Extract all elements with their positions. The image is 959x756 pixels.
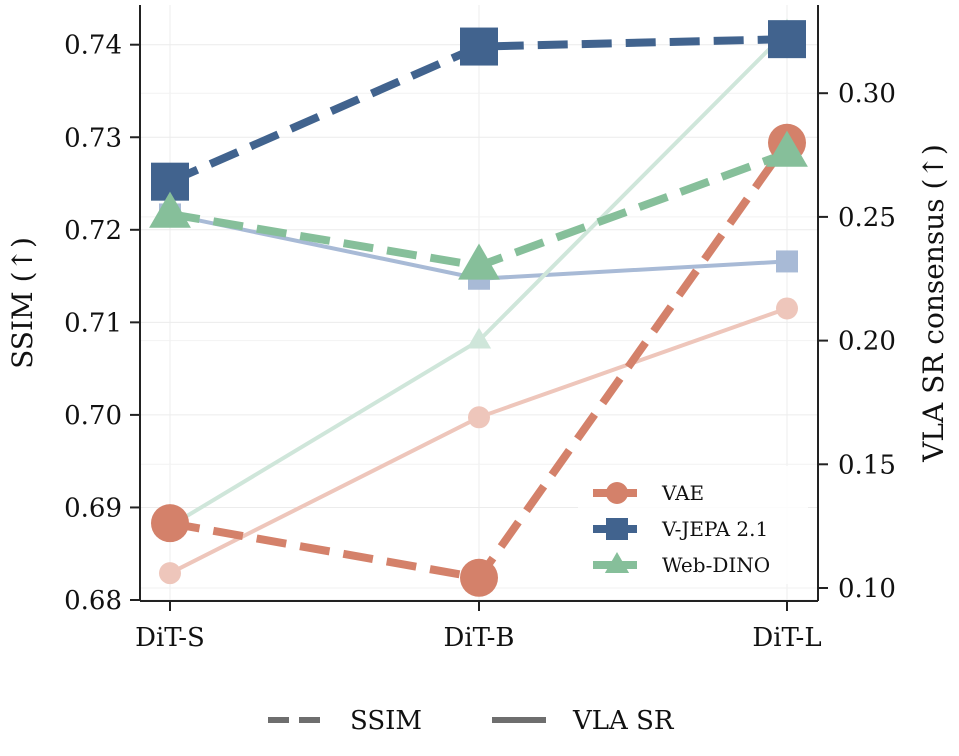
data-point-web-dino-vla-sr	[466, 327, 492, 349]
data-point-vae-vla-sr	[468, 406, 490, 429]
data-point-vae-ssim	[460, 558, 498, 597]
style-legend-ssim-label: SSIM	[350, 706, 422, 736]
left-tick-label: 0.69	[64, 493, 122, 523]
left-tick-label: 0.68	[64, 586, 122, 616]
legend-marker-vae	[606, 482, 628, 504]
right-tick-label: 0.15	[838, 450, 896, 480]
data-point-web-dino-ssim	[766, 130, 808, 167]
right-tick-label: 0.30	[838, 79, 896, 109]
data-point-vae-vla-sr	[159, 562, 181, 585]
ticks: DiT-S DiT-B DiT-L 0.68 0.69 0.70 0.71 0.72 0.73 0…	[64, 31, 896, 653]
right-tick-label: 0.10	[838, 574, 896, 604]
series-markers	[149, 18, 808, 597]
left-axis-label: SSIM (↑)	[6, 237, 39, 369]
left-tick-label: 0.70	[64, 401, 122, 431]
data-point-v-jepa-2-1-ssim	[768, 20, 806, 59]
right-axis-label: VLA SR consensus (↑)	[917, 144, 950, 463]
right-tick-label: 0.20	[838, 327, 896, 357]
data-point-v-jepa-2-1-ssim	[460, 27, 498, 66]
legend-label-v-jepa-2-1: V-JEPA 2.1	[661, 517, 768, 541]
legend-marker-web-dino	[604, 552, 630, 573]
line-style-legend: SSIM VLA SR	[268, 706, 675, 736]
data-point-vae-vla-sr	[776, 297, 798, 320]
data-point-v-jepa-2-1-vla-sr	[776, 250, 798, 273]
x-tick-label: DiT-B	[443, 623, 514, 653]
legend-marker-v-jepa-2-1	[606, 518, 628, 540]
left-tick-label: 0.72	[64, 216, 122, 246]
legend: VAE V-JEPA 2.1 Web-DINO	[578, 466, 808, 584]
style-legend-vla-label: VLA SR	[572, 706, 675, 736]
legend-label-web-dino: Web-DINO	[662, 553, 770, 577]
x-tick-label: DiT-L	[752, 623, 821, 653]
data-point-web-dino-ssim	[458, 243, 500, 280]
legend-label-vae: VAE	[661, 481, 704, 505]
data-point-vae-ssim	[151, 504, 189, 543]
right-tick-label: 0.25	[838, 203, 896, 233]
data-point-web-dino-ssim	[149, 191, 191, 228]
x-tick-label: DiT-S	[135, 623, 205, 653]
left-tick-label: 0.71	[64, 308, 122, 338]
left-tick-label: 0.74	[64, 31, 122, 61]
left-tick-label: 0.73	[64, 123, 122, 153]
